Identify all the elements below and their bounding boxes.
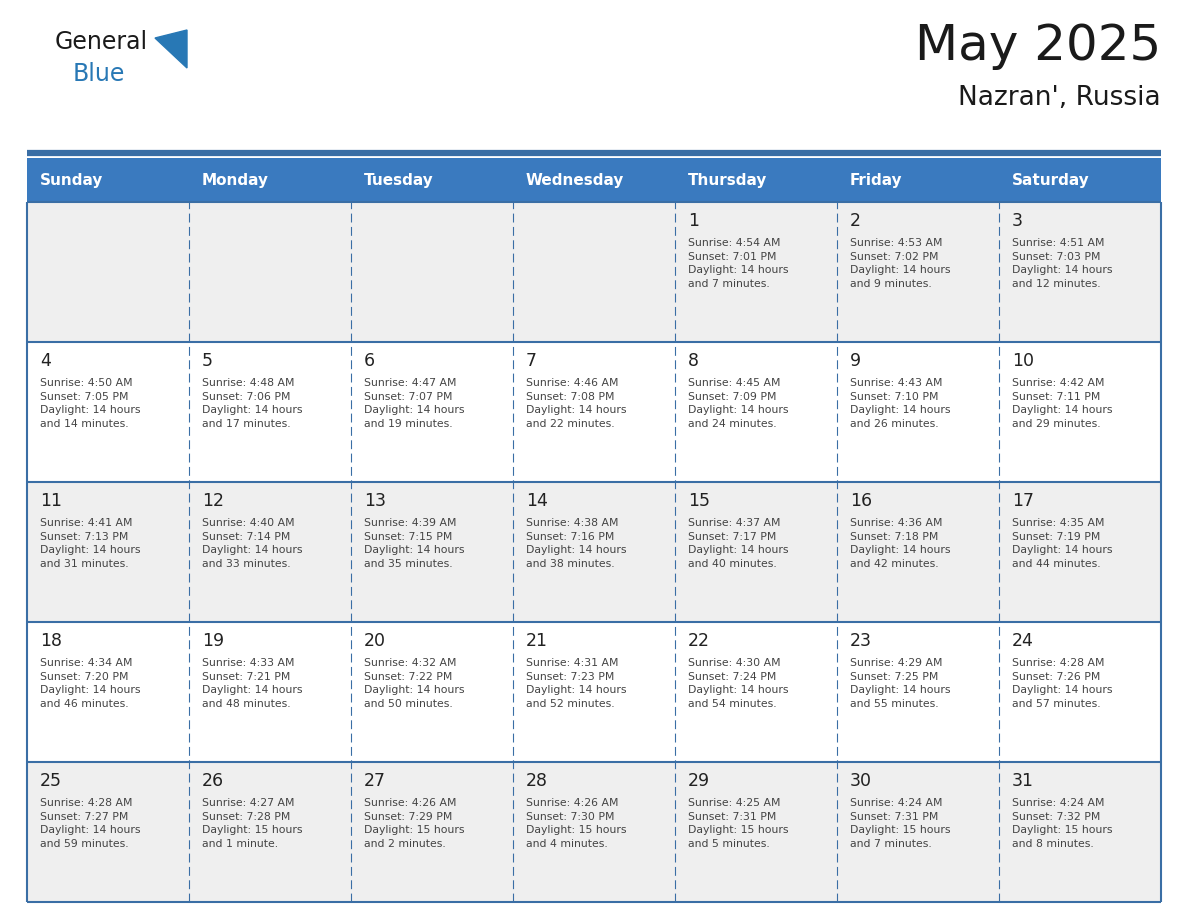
Text: Sunrise: 4:40 AM
Sunset: 7:14 PM
Daylight: 14 hours
and 33 minutes.: Sunrise: 4:40 AM Sunset: 7:14 PM Dayligh…: [202, 518, 303, 569]
Bar: [350, 158, 513, 202]
Text: Sunrise: 4:34 AM
Sunset: 7:20 PM
Daylight: 14 hours
and 46 minutes.: Sunrise: 4:34 AM Sunset: 7:20 PM Dayligh…: [40, 658, 140, 709]
Text: 4: 4: [40, 352, 51, 370]
Text: Sunrise: 4:39 AM
Sunset: 7:15 PM
Daylight: 14 hours
and 35 minutes.: Sunrise: 4:39 AM Sunset: 7:15 PM Dayligh…: [364, 518, 465, 569]
Text: General: General: [55, 30, 148, 54]
Text: 11: 11: [40, 492, 62, 510]
Text: Sunrise: 4:32 AM
Sunset: 7:22 PM
Daylight: 14 hours
and 50 minutes.: Sunrise: 4:32 AM Sunset: 7:22 PM Dayligh…: [364, 658, 465, 709]
Text: 5: 5: [202, 352, 213, 370]
Text: 3: 3: [1012, 212, 1023, 230]
Text: 1: 1: [688, 212, 699, 230]
Text: Tuesday: Tuesday: [364, 173, 434, 187]
Bar: [27, 762, 1161, 902]
Text: 20: 20: [364, 632, 386, 650]
Text: Sunrise: 4:25 AM
Sunset: 7:31 PM
Daylight: 15 hours
and 5 minutes.: Sunrise: 4:25 AM Sunset: 7:31 PM Dayligh…: [688, 798, 789, 849]
Bar: [27, 158, 189, 202]
Text: 21: 21: [526, 632, 548, 650]
Bar: [27, 202, 1161, 342]
Bar: [999, 158, 1161, 202]
Text: 19: 19: [202, 632, 225, 650]
Text: Sunrise: 4:28 AM
Sunset: 7:26 PM
Daylight: 14 hours
and 57 minutes.: Sunrise: 4:28 AM Sunset: 7:26 PM Dayligh…: [1012, 658, 1112, 709]
Text: 30: 30: [849, 772, 872, 790]
Bar: [27, 622, 1161, 762]
Text: Sunrise: 4:43 AM
Sunset: 7:10 PM
Daylight: 14 hours
and 26 minutes.: Sunrise: 4:43 AM Sunset: 7:10 PM Dayligh…: [849, 378, 950, 429]
Text: Sunrise: 4:24 AM
Sunset: 7:32 PM
Daylight: 15 hours
and 8 minutes.: Sunrise: 4:24 AM Sunset: 7:32 PM Dayligh…: [1012, 798, 1112, 849]
Text: 17: 17: [1012, 492, 1034, 510]
Text: Sunrise: 4:54 AM
Sunset: 7:01 PM
Daylight: 14 hours
and 7 minutes.: Sunrise: 4:54 AM Sunset: 7:01 PM Dayligh…: [688, 238, 789, 289]
Bar: [838, 158, 999, 202]
Text: Sunrise: 4:48 AM
Sunset: 7:06 PM
Daylight: 14 hours
and 17 minutes.: Sunrise: 4:48 AM Sunset: 7:06 PM Dayligh…: [202, 378, 303, 429]
Text: Blue: Blue: [72, 62, 126, 86]
Bar: [27, 342, 1161, 482]
Text: Sunrise: 4:38 AM
Sunset: 7:16 PM
Daylight: 14 hours
and 38 minutes.: Sunrise: 4:38 AM Sunset: 7:16 PM Dayligh…: [526, 518, 626, 569]
Text: Friday: Friday: [849, 173, 903, 187]
Text: Sunrise: 4:33 AM
Sunset: 7:21 PM
Daylight: 14 hours
and 48 minutes.: Sunrise: 4:33 AM Sunset: 7:21 PM Dayligh…: [202, 658, 303, 709]
Text: Sunrise: 4:26 AM
Sunset: 7:29 PM
Daylight: 15 hours
and 2 minutes.: Sunrise: 4:26 AM Sunset: 7:29 PM Dayligh…: [364, 798, 465, 849]
Text: 10: 10: [1012, 352, 1034, 370]
Bar: [27, 482, 1161, 622]
Text: 6: 6: [364, 352, 375, 370]
Text: Sunrise: 4:50 AM
Sunset: 7:05 PM
Daylight: 14 hours
and 14 minutes.: Sunrise: 4:50 AM Sunset: 7:05 PM Dayligh…: [40, 378, 140, 429]
Text: 2: 2: [849, 212, 861, 230]
Bar: [513, 158, 675, 202]
Text: Sunrise: 4:24 AM
Sunset: 7:31 PM
Daylight: 15 hours
and 7 minutes.: Sunrise: 4:24 AM Sunset: 7:31 PM Dayligh…: [849, 798, 950, 849]
Text: Sunrise: 4:37 AM
Sunset: 7:17 PM
Daylight: 14 hours
and 40 minutes.: Sunrise: 4:37 AM Sunset: 7:17 PM Dayligh…: [688, 518, 789, 569]
Text: 14: 14: [526, 492, 548, 510]
Text: 28: 28: [526, 772, 548, 790]
Text: Sunrise: 4:29 AM
Sunset: 7:25 PM
Daylight: 14 hours
and 55 minutes.: Sunrise: 4:29 AM Sunset: 7:25 PM Dayligh…: [849, 658, 950, 709]
Text: Sunrise: 4:28 AM
Sunset: 7:27 PM
Daylight: 14 hours
and 59 minutes.: Sunrise: 4:28 AM Sunset: 7:27 PM Dayligh…: [40, 798, 140, 849]
Bar: [675, 158, 838, 202]
Polygon shape: [154, 30, 187, 68]
Text: Saturday: Saturday: [1012, 173, 1089, 187]
Text: Nazran', Russia: Nazran', Russia: [959, 85, 1161, 111]
Text: Sunday: Sunday: [40, 173, 103, 187]
Text: 29: 29: [688, 772, 710, 790]
Text: Sunrise: 4:46 AM
Sunset: 7:08 PM
Daylight: 14 hours
and 22 minutes.: Sunrise: 4:46 AM Sunset: 7:08 PM Dayligh…: [526, 378, 626, 429]
Text: Sunrise: 4:47 AM
Sunset: 7:07 PM
Daylight: 14 hours
and 19 minutes.: Sunrise: 4:47 AM Sunset: 7:07 PM Dayligh…: [364, 378, 465, 429]
Text: 25: 25: [40, 772, 62, 790]
Text: May 2025: May 2025: [915, 22, 1161, 70]
Text: Sunrise: 4:51 AM
Sunset: 7:03 PM
Daylight: 14 hours
and 12 minutes.: Sunrise: 4:51 AM Sunset: 7:03 PM Dayligh…: [1012, 238, 1112, 289]
Bar: [189, 158, 350, 202]
Text: Sunrise: 4:35 AM
Sunset: 7:19 PM
Daylight: 14 hours
and 44 minutes.: Sunrise: 4:35 AM Sunset: 7:19 PM Dayligh…: [1012, 518, 1112, 569]
Text: Sunrise: 4:42 AM
Sunset: 7:11 PM
Daylight: 14 hours
and 29 minutes.: Sunrise: 4:42 AM Sunset: 7:11 PM Dayligh…: [1012, 378, 1112, 429]
Text: Sunrise: 4:53 AM
Sunset: 7:02 PM
Daylight: 14 hours
and 9 minutes.: Sunrise: 4:53 AM Sunset: 7:02 PM Dayligh…: [849, 238, 950, 289]
Text: Sunrise: 4:27 AM
Sunset: 7:28 PM
Daylight: 15 hours
and 1 minute.: Sunrise: 4:27 AM Sunset: 7:28 PM Dayligh…: [202, 798, 303, 849]
Text: 15: 15: [688, 492, 710, 510]
Text: 8: 8: [688, 352, 699, 370]
Text: Wednesday: Wednesday: [526, 173, 625, 187]
Text: 27: 27: [364, 772, 386, 790]
Text: 16: 16: [849, 492, 872, 510]
Text: Sunrise: 4:41 AM
Sunset: 7:13 PM
Daylight: 14 hours
and 31 minutes.: Sunrise: 4:41 AM Sunset: 7:13 PM Dayligh…: [40, 518, 140, 569]
Text: Sunrise: 4:30 AM
Sunset: 7:24 PM
Daylight: 14 hours
and 54 minutes.: Sunrise: 4:30 AM Sunset: 7:24 PM Dayligh…: [688, 658, 789, 709]
Text: Sunrise: 4:45 AM
Sunset: 7:09 PM
Daylight: 14 hours
and 24 minutes.: Sunrise: 4:45 AM Sunset: 7:09 PM Dayligh…: [688, 378, 789, 429]
Text: 22: 22: [688, 632, 710, 650]
Text: 18: 18: [40, 632, 62, 650]
Text: 13: 13: [364, 492, 386, 510]
Text: 7: 7: [526, 352, 537, 370]
Text: 23: 23: [849, 632, 872, 650]
Text: 9: 9: [849, 352, 861, 370]
Text: 26: 26: [202, 772, 225, 790]
Text: Sunrise: 4:36 AM
Sunset: 7:18 PM
Daylight: 14 hours
and 42 minutes.: Sunrise: 4:36 AM Sunset: 7:18 PM Dayligh…: [849, 518, 950, 569]
Text: 31: 31: [1012, 772, 1034, 790]
Text: Thursday: Thursday: [688, 173, 767, 187]
Text: Sunrise: 4:26 AM
Sunset: 7:30 PM
Daylight: 15 hours
and 4 minutes.: Sunrise: 4:26 AM Sunset: 7:30 PM Dayligh…: [526, 798, 626, 849]
Text: 12: 12: [202, 492, 225, 510]
Text: Monday: Monday: [202, 173, 268, 187]
Text: Sunrise: 4:31 AM
Sunset: 7:23 PM
Daylight: 14 hours
and 52 minutes.: Sunrise: 4:31 AM Sunset: 7:23 PM Dayligh…: [526, 658, 626, 709]
Text: 24: 24: [1012, 632, 1034, 650]
